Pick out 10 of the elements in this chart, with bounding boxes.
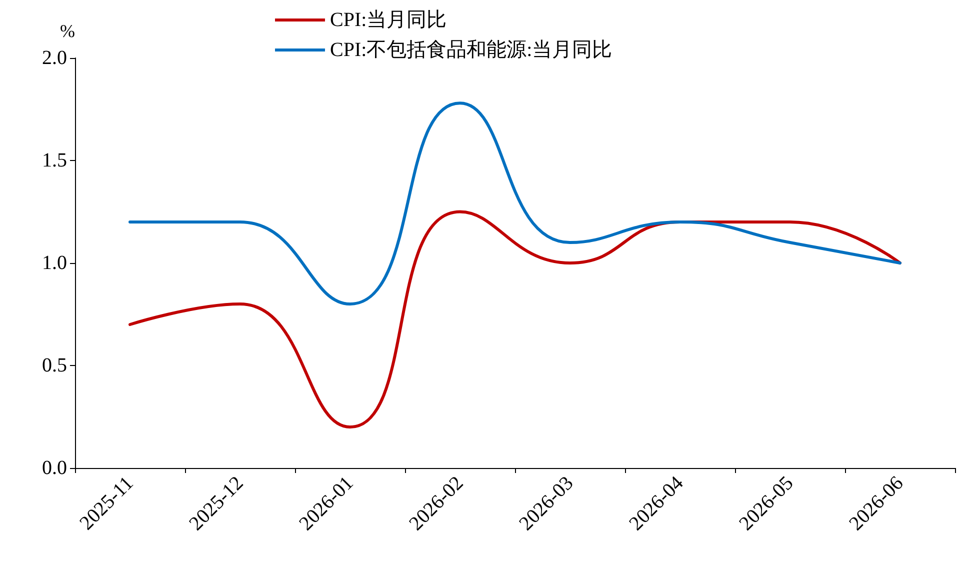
y-tick-label: 0.5 bbox=[42, 354, 67, 376]
line-series bbox=[128, 102, 902, 306]
line-series bbox=[128, 210, 902, 428]
legend-label: CPI:当月同比 bbox=[330, 9, 447, 31]
y-tick-label: 1.5 bbox=[42, 150, 67, 172]
y-axis-title: % bbox=[60, 21, 75, 41]
y-tick-label: 0.0 bbox=[42, 457, 67, 479]
y-tick-label: 2.0 bbox=[42, 47, 67, 69]
legend-label: CPI:不包括食品和能源:当月同比 bbox=[330, 39, 612, 61]
y-tick-label: 1.0 bbox=[42, 252, 67, 274]
